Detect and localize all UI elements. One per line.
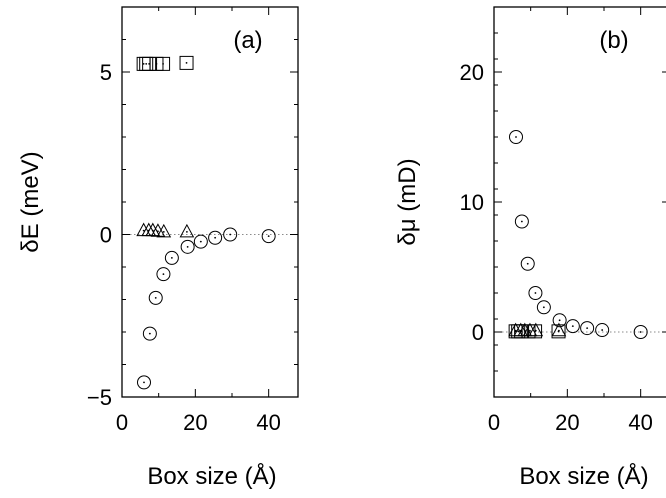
y-tick-label: 20 xyxy=(460,60,484,85)
data-point-square xyxy=(139,56,154,71)
y-tick-label: 5 xyxy=(100,60,112,85)
data-point-circle xyxy=(528,286,543,300)
y-axis-label: δE (meV) xyxy=(17,151,44,252)
data-point-circle xyxy=(180,239,195,254)
y-tick-label: 10 xyxy=(460,190,484,215)
data-point-triangle xyxy=(179,223,195,238)
data-point-circle xyxy=(509,130,523,144)
data-point-square xyxy=(156,56,171,71)
data-point-triangle xyxy=(145,222,161,237)
data-point-circle xyxy=(565,319,580,334)
data-point-triangle xyxy=(528,322,544,337)
data-point-circle xyxy=(193,234,208,249)
y-tick-label: −5 xyxy=(87,385,112,410)
data-point-circle xyxy=(595,323,610,338)
data-point-circle xyxy=(223,227,238,242)
data-point-circle xyxy=(580,321,595,336)
plot-frame xyxy=(121,6,299,398)
x-tick-label: 20 xyxy=(183,410,207,435)
data-point-triangle xyxy=(156,223,172,238)
y-axis-label: δμ (mD) xyxy=(394,158,421,245)
data-point-square xyxy=(179,55,194,70)
x-axis-label: Box size (Å) xyxy=(147,462,276,490)
x-tick-label: 0 xyxy=(488,410,500,435)
data-point-circle xyxy=(164,250,179,265)
data-point-circle xyxy=(148,290,163,305)
data-point-circle xyxy=(142,326,157,341)
data-point-circle xyxy=(536,300,551,315)
x-tick-label: 40 xyxy=(256,410,280,435)
y-tick-label: 0 xyxy=(100,223,112,248)
data-point-circle xyxy=(552,313,567,328)
data-point-circle xyxy=(156,267,171,282)
panel-label: (a) xyxy=(233,27,262,54)
data-point-square xyxy=(136,56,151,71)
data-point-circle xyxy=(514,214,529,229)
data-point-circle xyxy=(520,256,535,271)
data-point-circle xyxy=(137,375,151,390)
x-tick-label: 40 xyxy=(628,410,652,435)
panel-label: (b) xyxy=(599,27,628,54)
data-point-circle xyxy=(208,230,223,245)
x-axis-label: Box size (Å) xyxy=(519,462,648,490)
panel-b: 0 10 20 0 20 40 Box size (Å) δμ (mD) (b) xyxy=(394,6,666,490)
data-point-triangle xyxy=(551,322,567,337)
y-tick-label: 0 xyxy=(472,320,484,345)
data-point-circle xyxy=(261,229,276,244)
data-point-square xyxy=(142,56,157,71)
x-tick-label: 20 xyxy=(555,410,579,435)
data-point-circle xyxy=(633,325,648,339)
x-tick-label: 0 xyxy=(116,410,128,435)
